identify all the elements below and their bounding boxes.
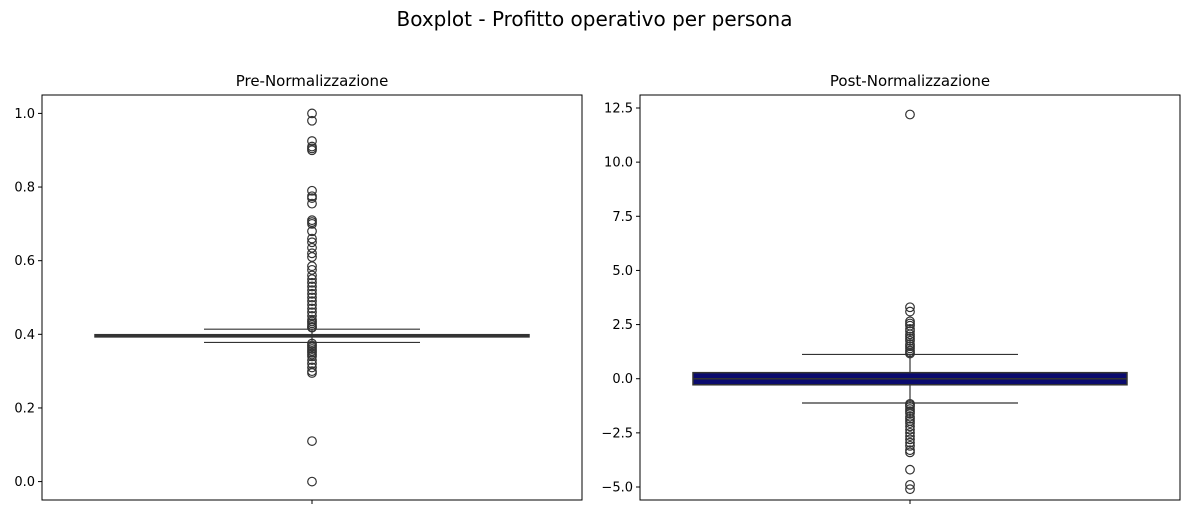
y-tick-label: 0.8 [14, 181, 35, 196]
outlier-point [905, 437, 915, 448]
outlier-point [307, 296, 317, 307]
panel-title: Pre-Normalizzazione [236, 72, 389, 90]
axes-frame [41, 94, 583, 501]
outlier-point [905, 427, 915, 438]
y-tick-label: 0.4 [14, 328, 35, 343]
y-tick-label: 10.0 [604, 156, 633, 171]
chart-panel-2: Post-Normalizzazione −5.0 −2.5 0.0 2.5 5.0 7.5… [601, 72, 1181, 504]
outlier-point [307, 358, 317, 369]
outlier-point [307, 264, 317, 275]
axes-frame [639, 94, 1181, 501]
y-tick-label: 1.0 [14, 107, 35, 122]
chart-panel-1: Pre-Normalizzazione 0.0 0.2 0.4 0.6 0.8 1.0 [14, 72, 583, 504]
outlier-point [905, 479, 915, 490]
outlier-point [307, 299, 317, 310]
outlier-point [307, 351, 317, 362]
outlier-point [905, 464, 915, 475]
panel-title: Post-Normalizzazione [830, 72, 990, 90]
outlier-point [905, 109, 915, 120]
outlier-point [307, 233, 317, 244]
outlier-point [307, 248, 317, 259]
outlier-point [307, 193, 317, 203]
outlier-point [905, 431, 915, 442]
y-tick-label: 0.0 [612, 372, 633, 387]
outlier-point [307, 355, 317, 365]
outlier-point [905, 434, 915, 445]
outlier-point [905, 484, 915, 495]
outlier-point [307, 237, 317, 248]
outlier-point [307, 198, 317, 209]
outlier-point [307, 436, 317, 446]
y-tick-label: −2.5 [601, 426, 633, 441]
outlier-point [307, 303, 317, 314]
outlier-point [307, 368, 317, 378]
outlier-point [905, 424, 915, 435]
y-tick-label: 0.6 [14, 254, 35, 269]
outlier-point [905, 421, 915, 432]
outlier-point [307, 362, 317, 373]
outlier-point [905, 326, 915, 336]
outlier-point [307, 307, 317, 318]
outlier-point [307, 311, 317, 321]
outlier-point [307, 270, 317, 281]
y-tick-label: 5.0 [612, 264, 633, 279]
y-tick-label: −5.0 [601, 481, 633, 496]
outlier-point [307, 277, 317, 288]
outlier-point [905, 408, 915, 419]
outlier-point [905, 302, 915, 313]
outlier-point [307, 285, 317, 296]
outlier-point [905, 335, 915, 346]
outlier-point [307, 476, 317, 487]
outlier-point [307, 261, 317, 272]
outlier-point [307, 252, 317, 262]
outlier-point [307, 274, 317, 284]
outlier-point [307, 115, 317, 126]
outlier-point [307, 108, 317, 119]
outlier-point [307, 288, 317, 299]
y-tick-label: 12.5 [604, 101, 633, 116]
outlier-point [307, 242, 317, 253]
figure-suptitle: Boxplot - Profitto operativo per persona [397, 7, 793, 31]
outlier-point [307, 281, 317, 292]
y-tick-label: 2.5 [612, 318, 633, 333]
outlier-point [905, 418, 915, 429]
outlier-point [307, 322, 317, 333]
outlier-point [307, 145, 317, 156]
y-tick-label: 7.5 [612, 210, 633, 225]
outlier-point [307, 218, 317, 229]
outlier-point [905, 447, 915, 458]
outlier-point [307, 136, 317, 146]
outlier-point [905, 440, 915, 451]
outlier-point [905, 348, 915, 359]
outlier-point [307, 292, 317, 303]
y-tick-label: 0.2 [14, 401, 35, 416]
outlier-point [307, 226, 317, 237]
outlier-point [307, 185, 317, 196]
outlier-point [905, 306, 915, 317]
y-tick-label: 0.0 [14, 475, 35, 490]
